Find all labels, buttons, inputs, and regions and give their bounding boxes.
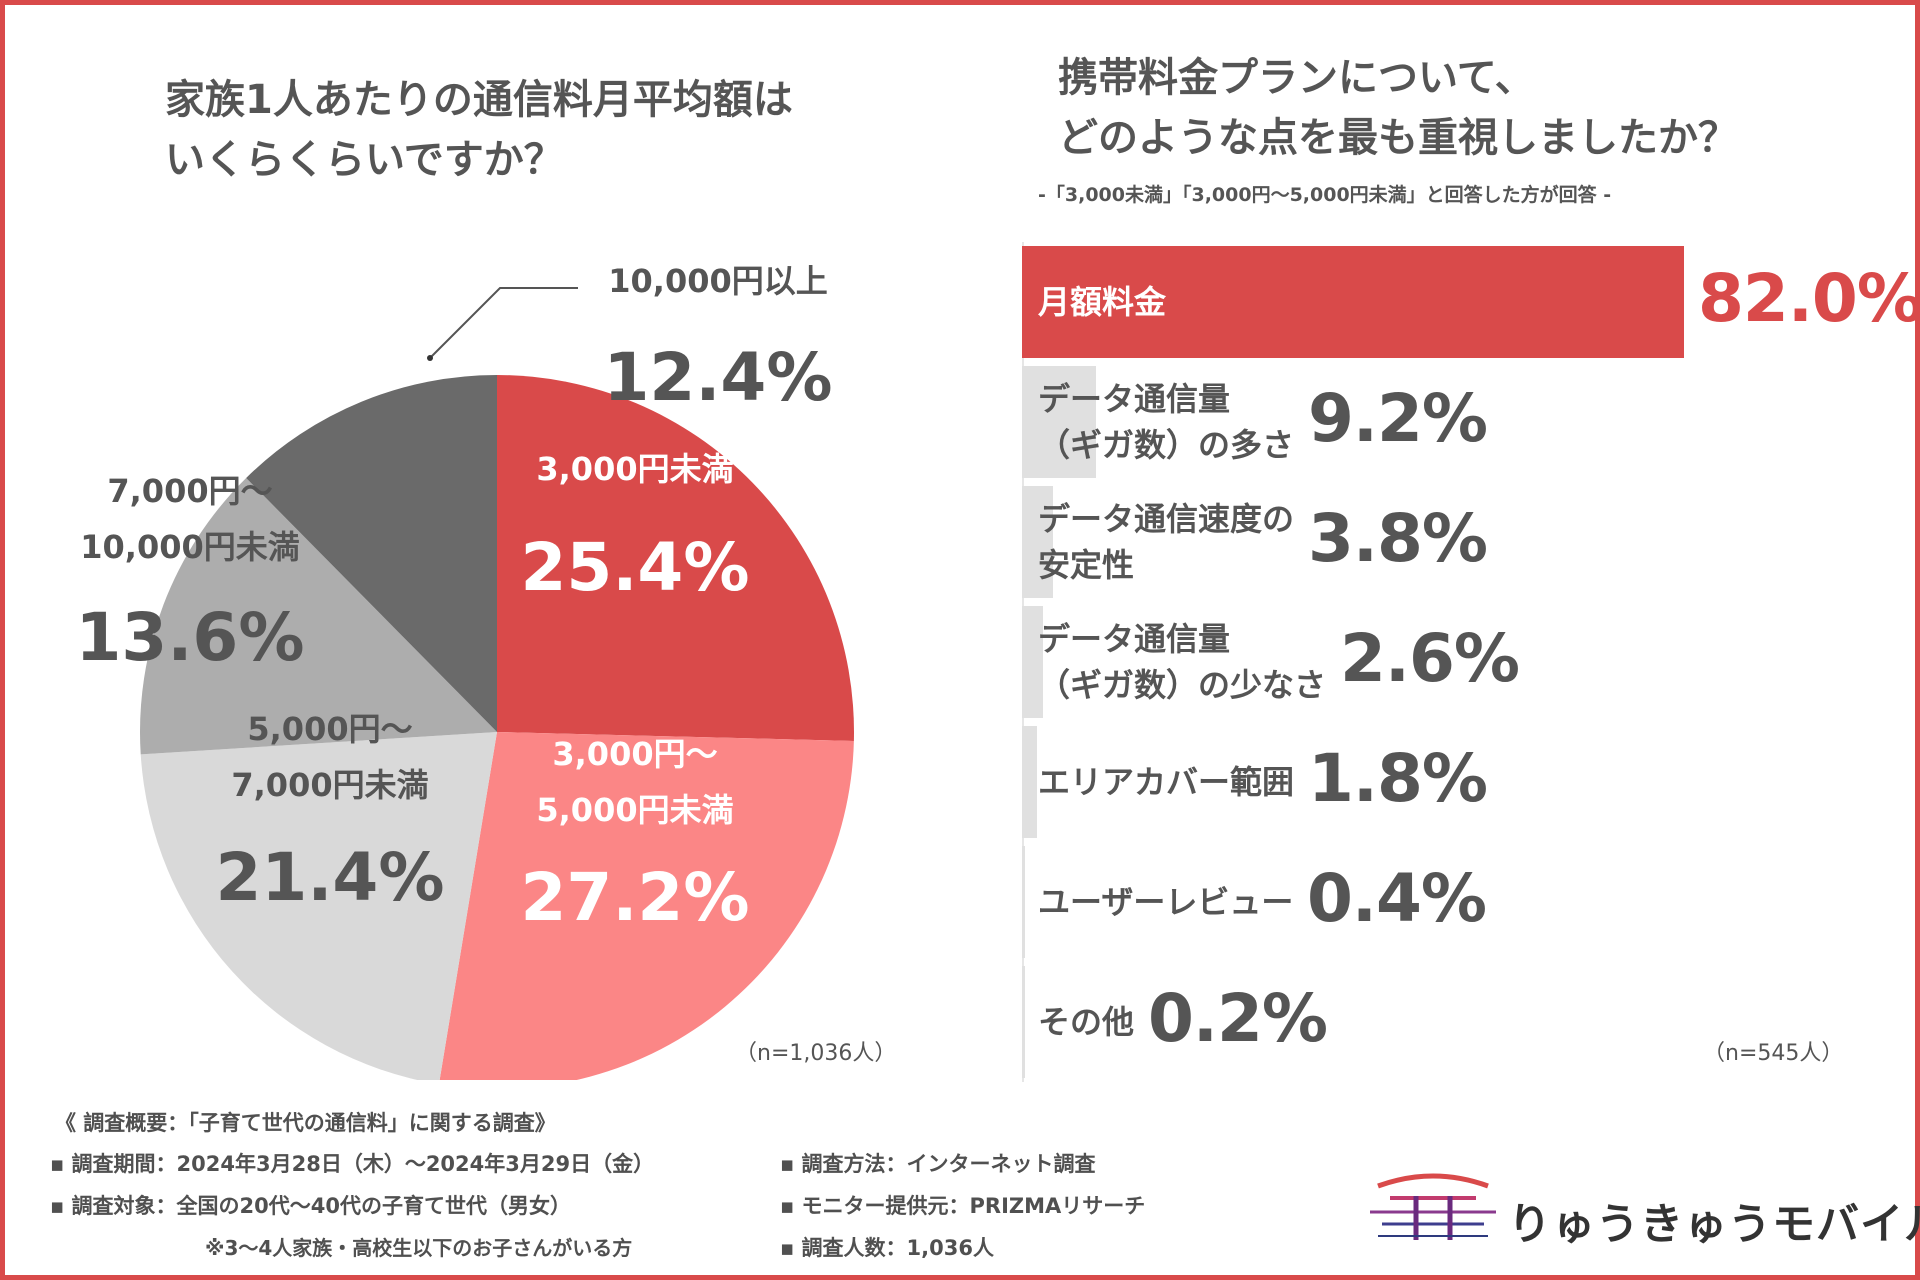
pie-slice-value: 21.4%	[216, 839, 445, 916]
bar-label: 月額料金	[1038, 242, 1166, 362]
bar-label: データ通信速度の 安定性	[1038, 482, 1294, 602]
pie-slice-value: 27.2%	[521, 859, 750, 936]
bar-label: ユーザーレビュー	[1038, 842, 1293, 962]
bar-value: 2.6%	[1340, 620, 1520, 697]
bar	[1022, 846, 1025, 958]
survey-target: ▪ 調査対象：全国の20代～40代の子育て世代（男女）	[50, 1194, 571, 1218]
bar-chart-title: 携帯料金プランについて、 どのような点を最も重視しましたか？	[1058, 48, 1738, 168]
pie-slice-value: 13.6%	[76, 599, 305, 676]
pie-slice	[497, 375, 855, 741]
bar-label-line: データ通信速度の	[1038, 500, 1295, 538]
pie-leader-dot	[427, 355, 433, 361]
survey-method: ▪ 調査方法：インターネット調査	[780, 1152, 1096, 1176]
pie-slice-label: 3,000円～	[552, 735, 717, 773]
pie-slice-label: 5,000円～	[247, 710, 412, 748]
bar	[1022, 726, 1037, 838]
pie-slice	[140, 732, 497, 1080]
bar-value: 9.2%	[1308, 380, 1488, 457]
pie-leader-line	[429, 287, 578, 359]
bar	[1022, 486, 1053, 598]
bar-label-line: エリアカバー範囲	[1038, 763, 1295, 801]
pie-slice-label: 7,000円未満	[231, 766, 428, 804]
bar-title-line-2: どのような点を最も重視しましたか？	[1058, 115, 1738, 161]
pie-slice-value: 12.4%	[604, 339, 833, 416]
pie-chart-title: 家族1人あたりの通信料月平均額は いくらくらいですか？	[165, 70, 793, 190]
bar-sample-size: （n=545人）	[1703, 1041, 1844, 1066]
bar-title-line-1: 携帯料金プランについて、	[1058, 55, 1535, 101]
survey-heading: 《 調査概要：「子育て世代の通信料」に関する調査》	[55, 1111, 556, 1135]
pie-slice	[246, 375, 497, 732]
survey-period: ▪ 調査期間：2024年3月28日（木）～2024年3月29日（金）	[50, 1152, 655, 1176]
pie-slice-value: 25.4%	[521, 529, 750, 606]
brand-logo-text: りゅうきゅうモバイル	[1508, 1200, 1920, 1250]
bar-value: 1.8%	[1308, 740, 1488, 817]
bar-label-line: データ通信量	[1038, 380, 1231, 418]
survey-target-note: ※3～4人家族・高校生以下のお子さんがいる方	[205, 1236, 633, 1260]
pie-slice	[139, 477, 497, 755]
bar-value: 0.2%	[1148, 980, 1328, 1057]
bar-label-line: ユーザーレビュー	[1038, 883, 1294, 921]
pie-chart: 3,000円未満 25.4% 3,000円～ 5,000円未満 27.2% 5,000円～…	[76, 262, 855, 1080]
bar	[1022, 966, 1025, 1078]
bar-chart-subtitle: -「3,000未満」「3,000円～5,000円未満」と回答した方が回答 -	[1038, 184, 1612, 206]
survey-count: ▪ 調査人数：1,036人	[780, 1236, 994, 1260]
pie-slice	[439, 732, 854, 1080]
bar-label-line: 安定性	[1038, 546, 1135, 584]
bar-label: データ通信量 （ギガ数）の少なさ	[1038, 602, 1326, 722]
bar-label-line: （ギガ数）の多さ	[1038, 426, 1295, 464]
bar-value: 82.0%	[1698, 260, 1920, 337]
bar-label-line: データ通信量	[1038, 620, 1231, 658]
bar-label: エリアカバー範囲	[1038, 722, 1294, 842]
bar	[1022, 246, 1684, 358]
bar-label-line: （ギガ数）の少なさ	[1038, 666, 1327, 704]
bar-label-line: その他	[1038, 1003, 1135, 1041]
pie-title-line-2: いくらくらいですか？	[165, 137, 564, 183]
logo-mark-icon	[1370, 1173, 1496, 1240]
bar	[1022, 366, 1096, 478]
bar-chart: 月額料金 82.0% データ通信量 （ギガ数）の多さ 9.2% データ通信速度の 安定性 3.…	[1022, 242, 1920, 1082]
bar-value: 3.8%	[1308, 500, 1488, 577]
pie-sample-size: （n=1,036人）	[735, 1041, 897, 1066]
pie-slice-label: 3,000円未満	[536, 450, 733, 488]
bar-value: 0.4%	[1307, 860, 1487, 937]
bar-label: データ通信量 （ギガ数）の多さ	[1038, 362, 1294, 482]
pie-title-line-1: 家族1人あたりの通信料月平均額は	[165, 77, 793, 123]
pie-slice-label: 10,000円以上	[608, 262, 828, 300]
pie-slice-label: 7,000円～	[107, 472, 272, 510]
pie-slice-label: 10,000円未満	[80, 528, 300, 566]
bar-label: その他	[1038, 962, 1134, 1082]
survey-provider: ▪ モニター提供元：PRIZMAリサーチ	[780, 1194, 1146, 1218]
bar	[1022, 606, 1043, 718]
bar-label-line: 月額料金	[1038, 283, 1167, 321]
pie-slice-label: 5,000円未満	[536, 791, 733, 829]
